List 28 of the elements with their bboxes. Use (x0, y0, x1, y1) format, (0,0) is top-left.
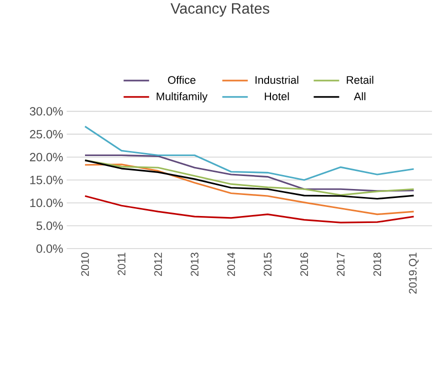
y-tick-label: 5.0% (36, 221, 63, 230)
y-tick-label: 25.0% (30, 130, 63, 138)
legend-label: Multifamily (156, 92, 208, 102)
y-tick-label: 10.0% (30, 198, 63, 207)
chart-title: Vacancy Rates (170, 3, 270, 17)
y-tick-label: 0.0% (36, 244, 63, 253)
x-tick-label: 2012 (154, 252, 162, 276)
x-tick-label: 2017 (336, 252, 345, 276)
line-series (84, 126, 415, 181)
x-tick-label: 2013 (190, 252, 198, 276)
y-tick-label: 15.0% (30, 176, 63, 184)
x-tick-label: 2011 (118, 252, 126, 276)
x-tick-label: 2016 (300, 252, 308, 276)
x-tick-label: 2010 (81, 252, 89, 276)
legend-label: Retail (346, 76, 374, 84)
y-tick-label: 30.0% (30, 106, 63, 116)
x-tick-label: 2015 (264, 252, 272, 276)
legend-label: All (354, 92, 366, 100)
line-series (84, 154, 415, 192)
line-series (84, 195, 415, 224)
legend-label: Office (168, 76, 196, 84)
x-tick-label: 2019.Q1 (408, 252, 419, 294)
line-series (84, 163, 415, 215)
y-tick-label: 20.0% (30, 152, 63, 162)
legend-label: Hotel (264, 92, 289, 100)
x-tick-label: 2014 (227, 252, 235, 276)
legend-label: Industrial (256, 76, 298, 84)
x-tick-label: 2018 (373, 252, 382, 276)
